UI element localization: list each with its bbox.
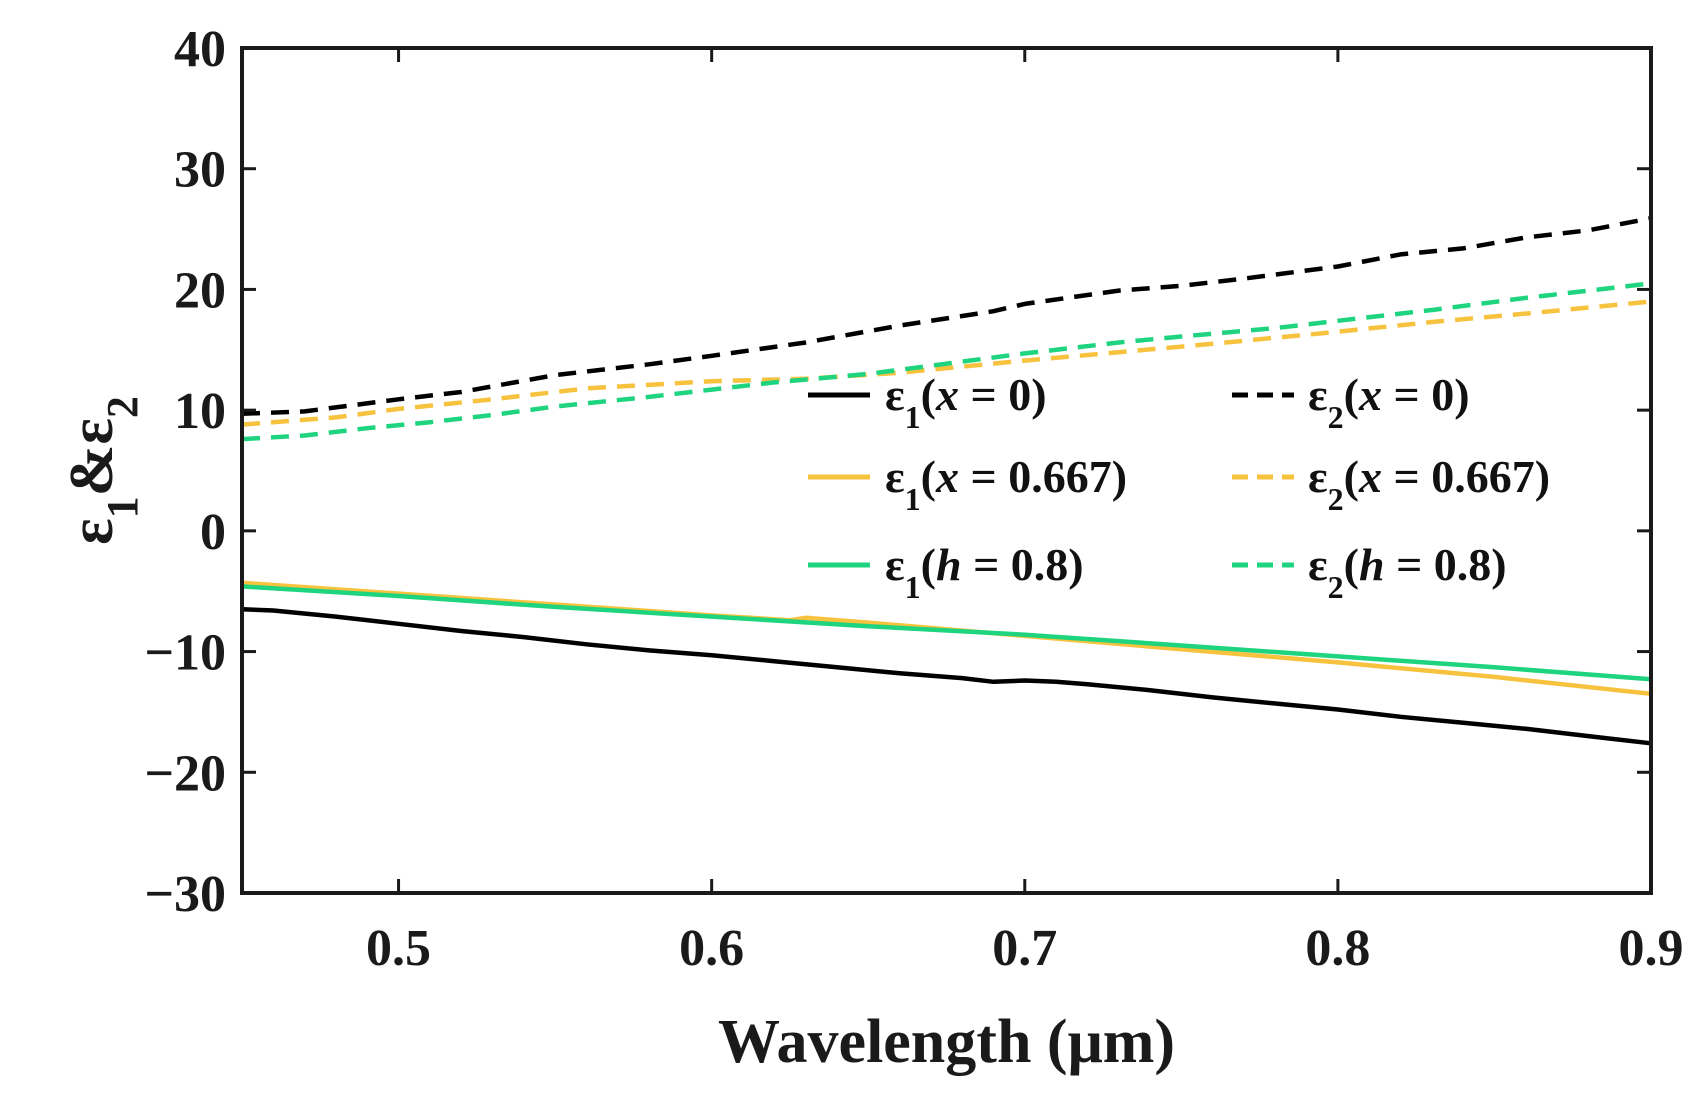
series-line-2 xyxy=(241,580,1652,697)
legend-label-3: ε1(h = 0.8) xyxy=(885,539,1084,605)
y-tick-label-5: 10 xyxy=(174,383,226,440)
y-axis-title-sub2: 2 xyxy=(98,396,147,418)
series-line-6 xyxy=(241,281,1652,442)
series-line-3 xyxy=(241,584,1652,682)
y-tick-label-1: −30 xyxy=(144,866,226,923)
y-tick-label-3: −10 xyxy=(144,625,226,682)
x-axis-title: Wavelength (μm) xyxy=(718,1008,1175,1076)
y-axis-title-amp: & xyxy=(58,445,126,497)
y-tick-label-2: −20 xyxy=(144,745,226,802)
x-tick-label-5: 0.9 xyxy=(1619,920,1684,977)
y-tick-label-6: 20 xyxy=(174,262,226,319)
series-layer xyxy=(241,215,1652,746)
y-axis-title-base2: ε xyxy=(58,418,126,445)
legend-label-6: ε2(h = 0.8) xyxy=(1308,539,1507,605)
y-axis-title-sub1: 1 xyxy=(98,496,147,518)
legend-label-1: ε1(x = 0) xyxy=(885,369,1047,435)
y-tick-label-4: 0 xyxy=(200,504,226,561)
y-axis-title-base1: ε xyxy=(58,518,126,545)
x-tick-label-2: 0.6 xyxy=(679,920,744,977)
series-line-5 xyxy=(241,299,1652,427)
ticks-layer: 0.5 0.6 0.7 0.8 0.9 −30 −20 −10 0 10 20 30 40 xyxy=(144,21,1683,977)
x-tick-label-1: 0.5 xyxy=(366,920,431,977)
y-tick-label-8: 40 xyxy=(174,21,226,78)
legend: ε1(x = 0) ε2(x = 0) ε1(x = 0.667) ε2(x = 0.… xyxy=(808,369,1550,605)
legend-label-4: ε2(x = 0) xyxy=(1308,369,1470,435)
x-tick-label-4: 0.8 xyxy=(1305,920,1370,977)
x-tick-label-3: 0.7 xyxy=(992,920,1057,977)
series-line-1 xyxy=(241,607,1652,746)
y-axis-title: ε1&ε2 xyxy=(58,396,147,545)
series-line-4 xyxy=(241,215,1652,417)
legend-label-5: ε2(x = 0.667) xyxy=(1308,451,1550,517)
legend-label-2: ε1(x = 0.667) xyxy=(885,451,1127,517)
y-tick-label-7: 30 xyxy=(174,142,226,199)
svg-text:ε1&ε2: ε1&ε2 xyxy=(58,396,147,545)
plot-frame xyxy=(240,46,1653,895)
